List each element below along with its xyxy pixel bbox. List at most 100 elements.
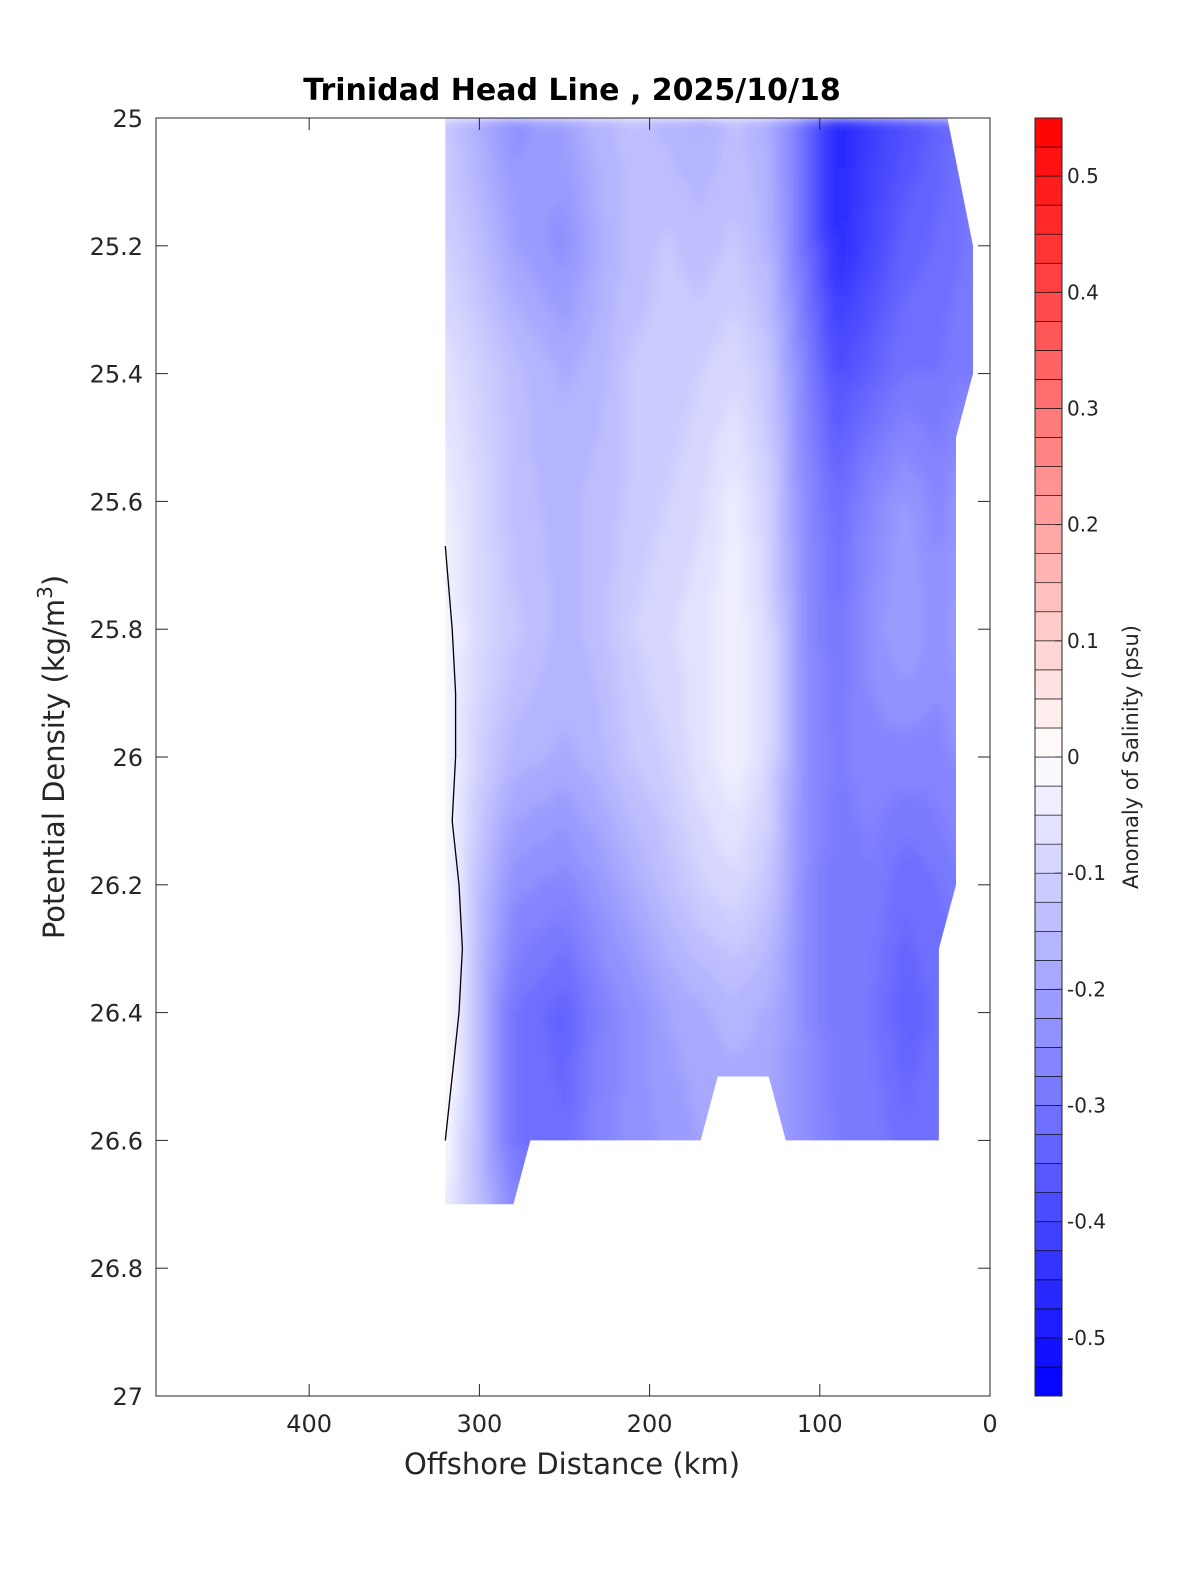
field-cell bbox=[709, 372, 715, 386]
field-cell bbox=[596, 232, 603, 246]
field-cell bbox=[515, 575, 521, 589]
field-cell bbox=[734, 511, 741, 526]
field-cell bbox=[765, 613, 772, 627]
field-cell bbox=[622, 524, 629, 538]
field-cell bbox=[591, 143, 598, 157]
field-cell bbox=[938, 143, 945, 157]
field-cell bbox=[576, 410, 583, 424]
field-cell bbox=[913, 372, 920, 386]
field-cell bbox=[714, 372, 720, 386]
field-cell bbox=[673, 499, 680, 513]
field-cell bbox=[918, 550, 925, 564]
field-cell bbox=[632, 359, 639, 373]
field-cell bbox=[627, 232, 634, 246]
field-cell bbox=[545, 613, 552, 627]
field-cell bbox=[678, 639, 685, 653]
field-cell bbox=[750, 257, 756, 272]
field-cell bbox=[688, 321, 695, 335]
field-cell bbox=[586, 613, 593, 627]
field-cell bbox=[520, 410, 526, 424]
field-cell bbox=[504, 359, 511, 373]
field-cell bbox=[923, 613, 930, 627]
field-cell bbox=[474, 486, 480, 500]
field-cell bbox=[933, 639, 940, 653]
field-cell bbox=[698, 524, 705, 538]
field-cell bbox=[453, 511, 460, 526]
field-cell bbox=[933, 194, 940, 208]
field-cell bbox=[944, 473, 950, 488]
field-cell bbox=[448, 689, 455, 704]
field-cell bbox=[852, 397, 858, 411]
field-cell bbox=[862, 511, 869, 526]
field-cell bbox=[668, 283, 675, 297]
field-cell bbox=[913, 168, 920, 183]
field-cell bbox=[887, 334, 894, 348]
field-cell bbox=[949, 397, 955, 411]
field-cell bbox=[571, 334, 578, 348]
field-cell bbox=[469, 295, 475, 310]
field-cell bbox=[887, 639, 894, 653]
field-cell bbox=[836, 321, 843, 335]
field-cell bbox=[607, 321, 613, 335]
field-cell bbox=[944, 600, 950, 615]
field-cell bbox=[704, 283, 710, 297]
field-cell bbox=[719, 194, 726, 208]
field-cell bbox=[555, 397, 562, 411]
field-cell bbox=[765, 270, 772, 284]
field-cell bbox=[550, 321, 557, 335]
field-cell bbox=[453, 499, 460, 513]
field-cell bbox=[785, 410, 792, 424]
field-cell bbox=[954, 308, 960, 322]
field-cell bbox=[806, 664, 812, 678]
field-cell bbox=[750, 410, 756, 424]
field-cell bbox=[698, 118, 705, 132]
field-cell bbox=[959, 308, 966, 322]
field-cell bbox=[821, 461, 828, 475]
field-cell bbox=[617, 689, 623, 704]
field-cell bbox=[663, 168, 669, 183]
field-cell bbox=[908, 245, 915, 259]
field-cell bbox=[525, 677, 532, 691]
field-cell bbox=[448, 537, 455, 551]
field-cell bbox=[601, 334, 608, 348]
field-cell bbox=[545, 677, 552, 691]
field-cell bbox=[765, 550, 772, 564]
field-cell bbox=[555, 334, 562, 348]
field-cell bbox=[898, 334, 904, 348]
field-cell bbox=[790, 143, 797, 157]
field-cell bbox=[453, 334, 460, 348]
field-cell bbox=[555, 600, 562, 615]
field-cell bbox=[663, 677, 669, 691]
field-cell bbox=[530, 232, 537, 246]
field-cell bbox=[607, 664, 613, 678]
field-cell bbox=[704, 156, 710, 170]
field-cell bbox=[898, 422, 904, 437]
field-cell bbox=[923, 677, 930, 691]
field-cell bbox=[821, 257, 828, 272]
field-cell bbox=[801, 461, 807, 475]
field-cell bbox=[857, 588, 863, 602]
field-cell bbox=[658, 524, 664, 538]
field-cell bbox=[724, 422, 731, 437]
field-cell bbox=[841, 397, 848, 411]
field-cell bbox=[831, 219, 838, 233]
field-cell bbox=[847, 232, 853, 246]
field-cell bbox=[499, 448, 506, 462]
field-cell bbox=[698, 219, 705, 233]
field-cell bbox=[535, 295, 542, 310]
field-cell bbox=[678, 461, 685, 475]
field-cell bbox=[862, 588, 869, 602]
field-cell bbox=[898, 410, 904, 424]
field-cell bbox=[765, 588, 772, 602]
field-cell bbox=[484, 677, 491, 691]
field-cell bbox=[474, 473, 480, 488]
field-cell bbox=[938, 118, 945, 132]
field-cell bbox=[642, 410, 649, 424]
field-cell bbox=[913, 321, 920, 335]
field-cell bbox=[770, 600, 777, 615]
field-cell bbox=[474, 588, 480, 602]
field-cell bbox=[647, 384, 654, 399]
field-cell bbox=[612, 283, 618, 297]
field-cell bbox=[841, 524, 848, 538]
field-cell bbox=[933, 283, 940, 297]
